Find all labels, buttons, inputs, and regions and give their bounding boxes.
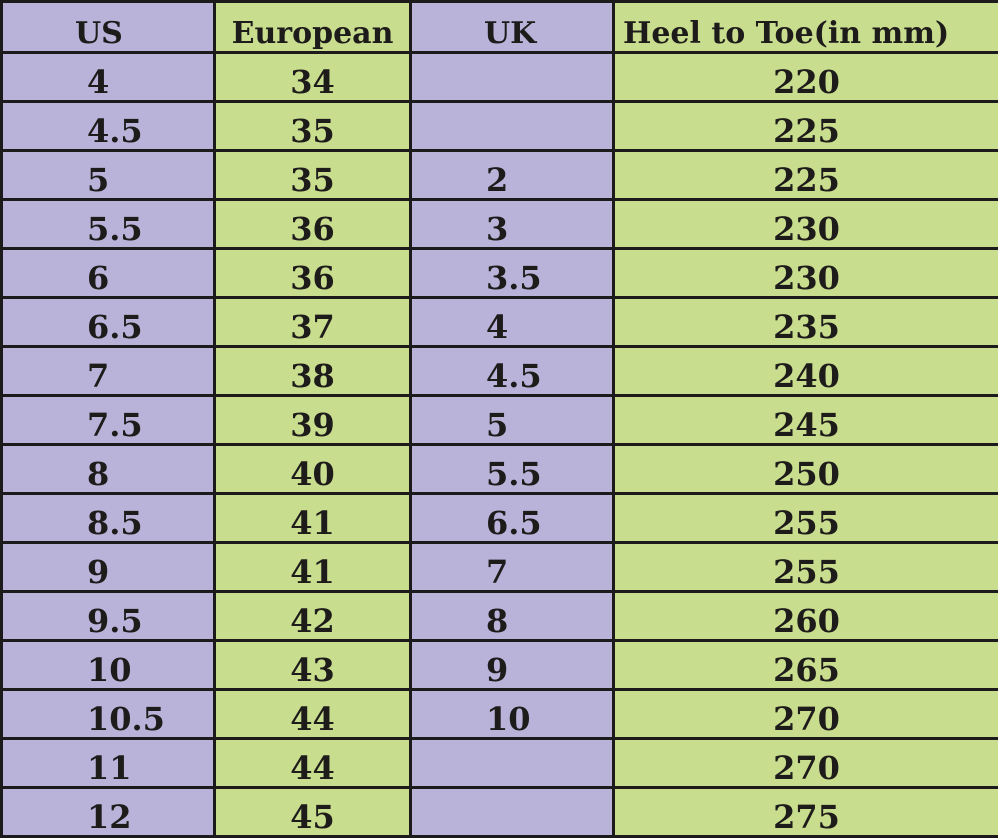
cell-us: 11 — [2, 739, 215, 788]
cell-heel-to-toe: 255 — [614, 494, 998, 543]
cell-us: 10.5 — [2, 690, 215, 739]
cell-european: 34 — [215, 53, 411, 102]
cell-heel-to-toe: 230 — [614, 249, 998, 298]
cell-uk — [411, 739, 614, 788]
cell-heel-to-toe: 225 — [614, 102, 998, 151]
cell-us: 7 — [2, 347, 215, 396]
cell-heel-to-toe: 225 — [614, 151, 998, 200]
cell-heel-to-toe: 275 — [614, 788, 998, 837]
cell-european: 44 — [215, 690, 411, 739]
cell-european: 44 — [215, 739, 411, 788]
header-uk: UK — [411, 2, 614, 53]
cell-us: 10 — [2, 641, 215, 690]
cell-european: 41 — [215, 494, 411, 543]
cell-uk: 6.5 — [411, 494, 614, 543]
cell-heel-to-toe: 220 — [614, 53, 998, 102]
cell-us: 6 — [2, 249, 215, 298]
cell-us: 9.5 — [2, 592, 215, 641]
header-us: US — [2, 2, 215, 53]
cell-uk: 9 — [411, 641, 614, 690]
cell-us: 12 — [2, 788, 215, 837]
cell-heel-to-toe: 245 — [614, 396, 998, 445]
cell-us: 9 — [2, 543, 215, 592]
cell-us: 6.5 — [2, 298, 215, 347]
cell-us: 8.5 — [2, 494, 215, 543]
cell-uk: 7 — [411, 543, 614, 592]
cell-heel-to-toe: 230 — [614, 200, 998, 249]
cell-heel-to-toe: 240 — [614, 347, 998, 396]
cell-heel-to-toe: 235 — [614, 298, 998, 347]
cell-us: 5.5 — [2, 200, 215, 249]
header-heel-to-toe: Heel to Toe(in mm) — [614, 2, 998, 53]
cell-european: 35 — [215, 102, 411, 151]
cell-uk: 4.5 — [411, 347, 614, 396]
cell-european: 35 — [215, 151, 411, 200]
cell-uk — [411, 788, 614, 837]
cell-uk: 3.5 — [411, 249, 614, 298]
cell-european: 41 — [215, 543, 411, 592]
cell-european: 42 — [215, 592, 411, 641]
header-row: US European UK Heel to Toe(in mm) — [2, 2, 998, 53]
cell-heel-to-toe: 265 — [614, 641, 998, 690]
cell-european: 38 — [215, 347, 411, 396]
cell-european: 37 — [215, 298, 411, 347]
header-european: European — [215, 2, 411, 53]
cell-european: 36 — [215, 200, 411, 249]
cell-european: 39 — [215, 396, 411, 445]
cell-uk — [411, 53, 614, 102]
cell-heel-to-toe: 260 — [614, 592, 998, 641]
cell-uk: 8 — [411, 592, 614, 641]
cell-uk: 4 — [411, 298, 614, 347]
cell-us: 4.5 — [2, 102, 215, 151]
cell-european: 45 — [215, 788, 411, 837]
cell-uk: 2 — [411, 151, 614, 200]
cell-uk: 10 — [411, 690, 614, 739]
cell-european: 43 — [215, 641, 411, 690]
cell-heel-to-toe: 270 — [614, 690, 998, 739]
cell-us: 7.5 — [2, 396, 215, 445]
cell-european: 40 — [215, 445, 411, 494]
cell-heel-to-toe: 250 — [614, 445, 998, 494]
cell-european: 36 — [215, 249, 411, 298]
cell-uk — [411, 102, 614, 151]
cell-uk: 5.5 — [411, 445, 614, 494]
cell-us: 4 — [2, 53, 215, 102]
cell-us: 5 — [2, 151, 215, 200]
cell-heel-to-toe: 270 — [614, 739, 998, 788]
cell-uk: 5 — [411, 396, 614, 445]
cell-us: 8 — [2, 445, 215, 494]
cell-uk: 3 — [411, 200, 614, 249]
cell-heel-to-toe: 255 — [614, 543, 998, 592]
